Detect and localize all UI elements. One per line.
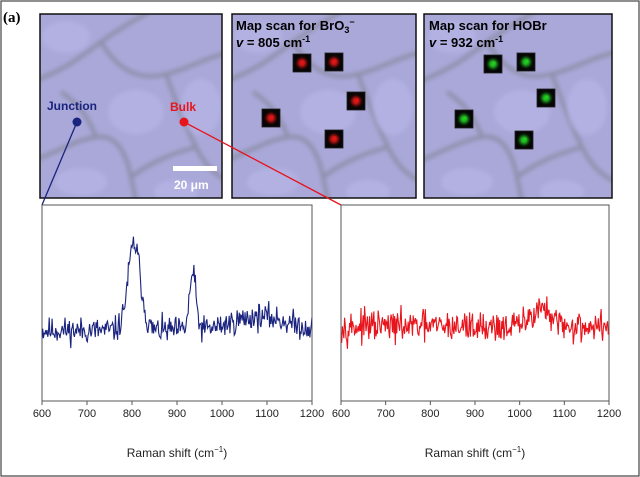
bulk-spectrum-chart: 600 700 800 900 1000 1100 1200 (332, 204, 621, 420)
x-tick-label: 600 (33, 408, 51, 420)
x-tick-label: 800 (421, 408, 439, 420)
spectrum-line (341, 296, 609, 349)
bro3-spot (261, 108, 281, 128)
map-bro3-wavenumber: v = 805 cm-1 (236, 34, 310, 50)
bro3-spot (292, 53, 312, 73)
junction-label: Junction (47, 99, 97, 113)
x-tick-label: 700 (376, 408, 394, 420)
hobr-spot (454, 109, 474, 129)
x-tick-label: 800 (123, 408, 141, 420)
hobr-spot (514, 130, 534, 150)
hobr-spot (536, 88, 556, 108)
spectrum-line (42, 236, 312, 349)
x-tick-label: 1000 (210, 408, 234, 420)
bro3-spot (346, 91, 366, 111)
bulk-label: Bulk (170, 100, 196, 114)
x-tick-label: 600 (332, 408, 350, 420)
junction-xaxis-title: Raman shift (cm−1) (127, 445, 227, 460)
bulk-xaxis-title: Raman shift (cm−1) (425, 445, 525, 460)
bro3-spot (324, 129, 344, 149)
hobr-spots (454, 52, 556, 150)
plot-frame (41, 204, 313, 402)
panel-label: (a) (3, 10, 21, 26)
bulk-connector (183, 121, 342, 206)
plot-frame (340, 204, 610, 402)
x-tick-label: 1000 (507, 408, 531, 420)
junction-spectrum-chart: 600 700 800 900 1000 1100 1200 (33, 204, 324, 420)
bro3-spot (324, 52, 344, 72)
x-tick-label: 1200 (300, 408, 324, 420)
map-hobr-wavenumber: v = 932 cm-1 (429, 34, 503, 50)
x-tick-label: 1100 (553, 408, 577, 420)
scale-bar (173, 166, 217, 171)
x-tick-label: 1200 (597, 408, 621, 420)
map-hobr-title: Map scan for HOBr (429, 18, 547, 33)
x-tick-label: 1100 (255, 408, 279, 420)
scale-bar-label: 20 μm (174, 178, 209, 192)
junction-connector (41, 121, 78, 206)
x-tick-label: 700 (78, 408, 96, 420)
hobr-spot (483, 54, 503, 74)
bro3-spots (261, 52, 366, 149)
x-tick-label: 900 (168, 408, 186, 420)
map-bro3-title: Map scan for BrO3− (236, 17, 355, 35)
x-tick-label: 900 (466, 408, 484, 420)
hobr-spot (516, 52, 536, 72)
